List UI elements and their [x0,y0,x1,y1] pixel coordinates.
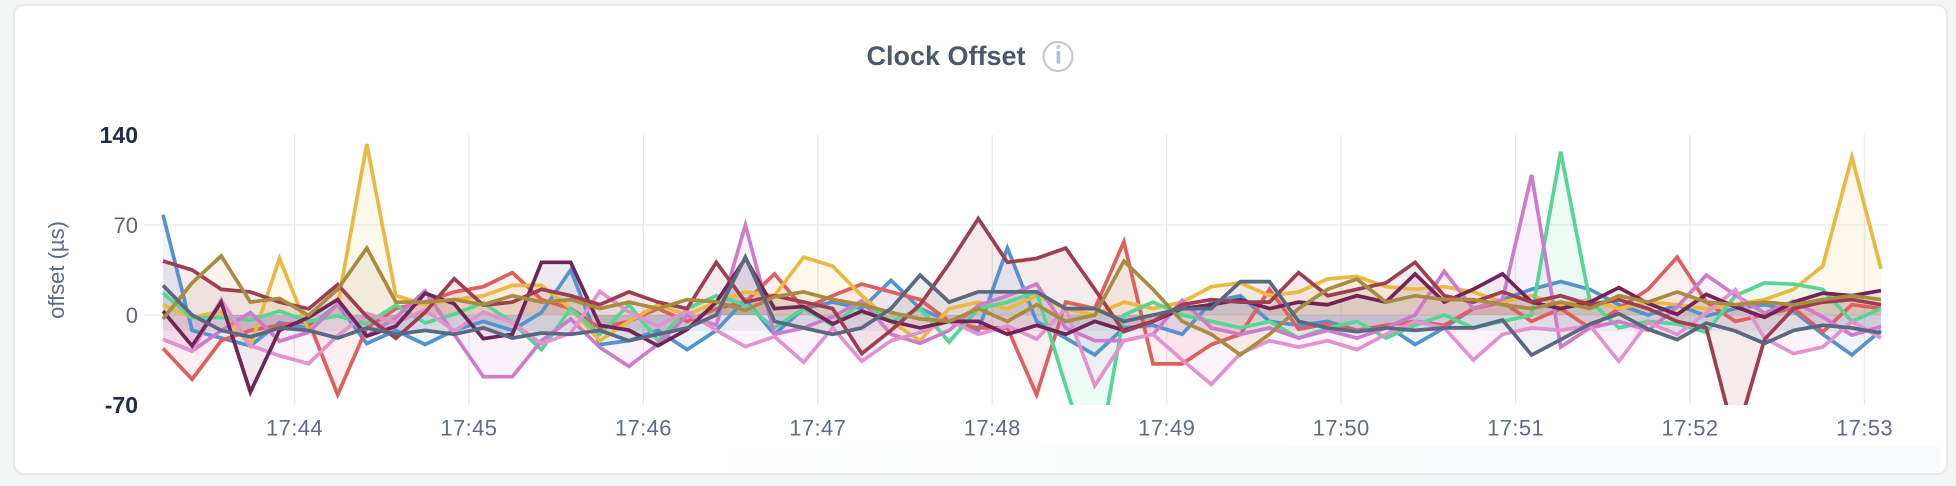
svg-text:17:45: 17:45 [440,416,497,441]
svg-text:17:50: 17:50 [1313,416,1370,441]
svg-text:offset (µs): offset (µs) [44,221,69,319]
svg-text:17:51: 17:51 [1487,416,1544,441]
svg-text:17:52: 17:52 [1661,416,1718,441]
svg-text:70: 70 [114,213,138,238]
svg-text:17:47: 17:47 [789,416,846,441]
svg-text:17:53: 17:53 [1836,416,1893,441]
svg-text:140: 140 [100,122,138,148]
svg-text:17:46: 17:46 [615,416,672,441]
svg-text:Clock Offset: Clock Offset [866,41,1025,71]
svg-text:17:44: 17:44 [266,416,323,441]
svg-text:-70: -70 [105,392,138,418]
svg-text:17:49: 17:49 [1138,416,1195,441]
svg-text:17:48: 17:48 [964,416,1021,441]
svg-text:0: 0 [126,303,138,328]
